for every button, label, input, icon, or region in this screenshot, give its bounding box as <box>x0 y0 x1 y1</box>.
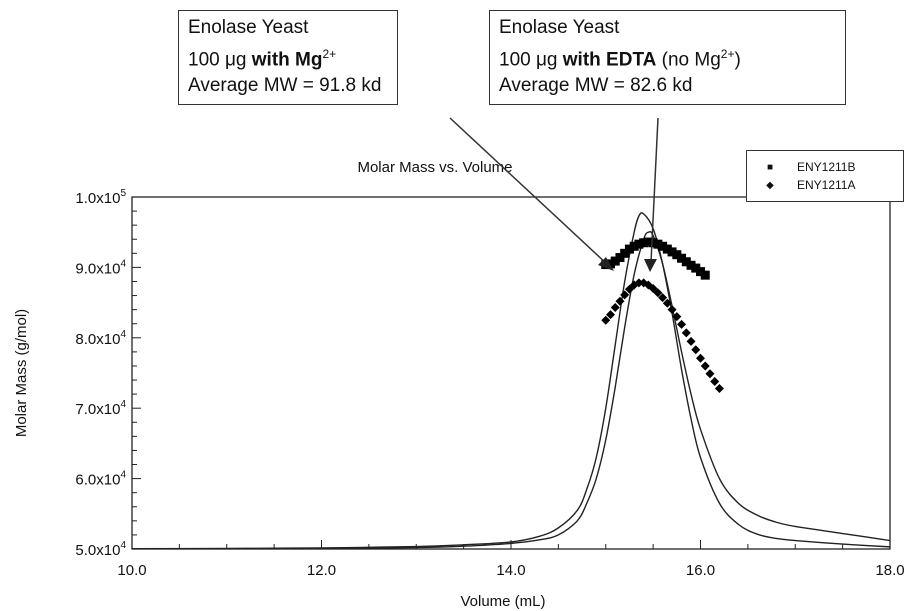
callout-edta-condition: with EDTA <box>562 49 657 71</box>
legend-label-eny1211a: ENY1211A <box>797 178 856 192</box>
callout-mg-amount: 100 μg <box>188 49 252 71</box>
eny1211b-point <box>620 248 630 258</box>
callout-mg: Enolase Yeast 100 μg with Mg2+ Average M… <box>178 10 398 105</box>
callout-edta-note: (no Mg <box>656 49 721 71</box>
eny1211b-point <box>648 238 658 248</box>
eny1211b-point <box>662 244 672 254</box>
arrow-head-right <box>644 259 657 272</box>
eny1211b-point <box>653 239 663 249</box>
eny1211b-point <box>667 247 677 257</box>
callout-edta: Enolase Yeast 100 μg with EDTA (no Mg2+)… <box>489 10 846 105</box>
eny1211a-point <box>705 369 715 379</box>
trace-curves <box>131 212 891 550</box>
eny1211b-point <box>681 257 691 267</box>
eny1211b-point <box>696 267 705 277</box>
y-tick-label: 7.0x104 <box>75 399 126 418</box>
diamond-marker-icon: ◆ <box>766 179 774 191</box>
eny1211b-point <box>634 239 644 249</box>
eny1211a-point <box>634 278 644 288</box>
x-tick-label: 18.0 <box>875 562 904 579</box>
callout-mg-line1: Enolase Yeast <box>188 17 309 38</box>
x-tick-label: 16.0 <box>686 562 715 579</box>
eny1211a-point <box>686 336 696 346</box>
eny1211a-point <box>605 310 615 320</box>
x-axis-label: Volume (mL) <box>460 593 545 610</box>
y-tick-label: 9.0x104 <box>75 258 126 277</box>
eny1211a-point <box>714 383 724 393</box>
callout-mg-condition: with Mg <box>251 49 323 71</box>
callout-edta-line3: Average MW = 82.6 kd <box>499 75 693 97</box>
y-tick-label: 8.0x104 <box>75 329 126 348</box>
eny1211b-point <box>610 256 620 266</box>
eny1211a-point <box>700 361 710 371</box>
legend-label-eny1211b: ENY1211B <box>797 160 856 174</box>
eny1211a-point <box>615 296 625 306</box>
callout-edta-charge: 2+ <box>720 47 735 61</box>
eny1211b-point <box>686 260 696 270</box>
callout-mg-line2: 100 μg with Mg2+ <box>188 41 388 73</box>
trace-2 <box>131 230 891 550</box>
y-axis-label: Molar Mass (g/mol) <box>13 309 30 437</box>
callout-edta-line1: Enolase Yeast <box>499 17 620 38</box>
x-tick-label: 14.0 <box>496 562 525 579</box>
eny1211a-point <box>610 303 620 313</box>
legend-item-eny1211b: ■ ENY1211B <box>747 159 856 175</box>
callout-edta-amount: 100 μg <box>499 49 563 71</box>
eny1211a-point <box>681 328 691 338</box>
eny1211a-point <box>677 319 687 329</box>
chart-title: Molar Mass vs. Volume <box>357 159 512 176</box>
eny1211a-point <box>696 353 705 363</box>
eny1211b-point <box>658 241 668 251</box>
eny1211a-point <box>667 305 677 315</box>
eny1211b-point <box>672 250 682 260</box>
arrow-line-right <box>650 117 659 263</box>
axes: 10.0 12.0 14.0 16.0 18.0 5.0x104 6.0x104 7.0x10… <box>75 188 904 579</box>
plot-frame <box>131 196 891 550</box>
x-tick-label: 12.0 <box>307 562 336 579</box>
x-tick-label: 10.0 <box>117 562 146 579</box>
data-points <box>601 237 724 393</box>
legend: ■ ENY1211B ◆ ENY1211A <box>746 150 904 202</box>
eny1211b-point <box>629 241 639 251</box>
y-tick-label: 6.0x104 <box>75 470 126 489</box>
eny1211b-point <box>677 253 687 263</box>
eny1211a-point <box>601 315 611 325</box>
callout-edta-line2: 100 μg with EDTA (no Mg2+) <box>499 41 836 73</box>
eny1211a-point <box>710 376 720 386</box>
eny1211b-point <box>605 259 615 269</box>
eny1211a-point <box>672 312 682 322</box>
square-marker-icon: ■ <box>766 161 774 173</box>
eny1211b-point <box>624 244 634 254</box>
eny1211a-point <box>658 293 668 303</box>
callout-arrows <box>449 117 659 272</box>
eny1211b-point <box>700 270 710 280</box>
callout-edta-close: ) <box>734 49 741 71</box>
y-tick-label: 5.0x104 <box>75 540 126 559</box>
legend-item-eny1211a: ◆ ENY1211A <box>747 177 855 193</box>
eny1211a-point <box>620 290 630 300</box>
y-tick-label: 1.0x105 <box>75 188 126 207</box>
eny1211a-point <box>691 345 701 355</box>
arrow-head-left <box>598 257 614 271</box>
eny1211b-point <box>691 263 701 273</box>
eny1211b-point <box>639 238 649 248</box>
eny1211b-point <box>643 237 653 247</box>
arrow-line-left <box>449 117 609 266</box>
callout-mg-charge: 2+ <box>322 47 337 61</box>
trace-1 <box>131 212 891 550</box>
callout-mg-line3: Average MW = 91.8 kd <box>188 75 382 97</box>
eny1211a-point <box>662 298 672 308</box>
eny1211b-point <box>615 253 625 263</box>
eny1211a-point <box>653 288 663 298</box>
